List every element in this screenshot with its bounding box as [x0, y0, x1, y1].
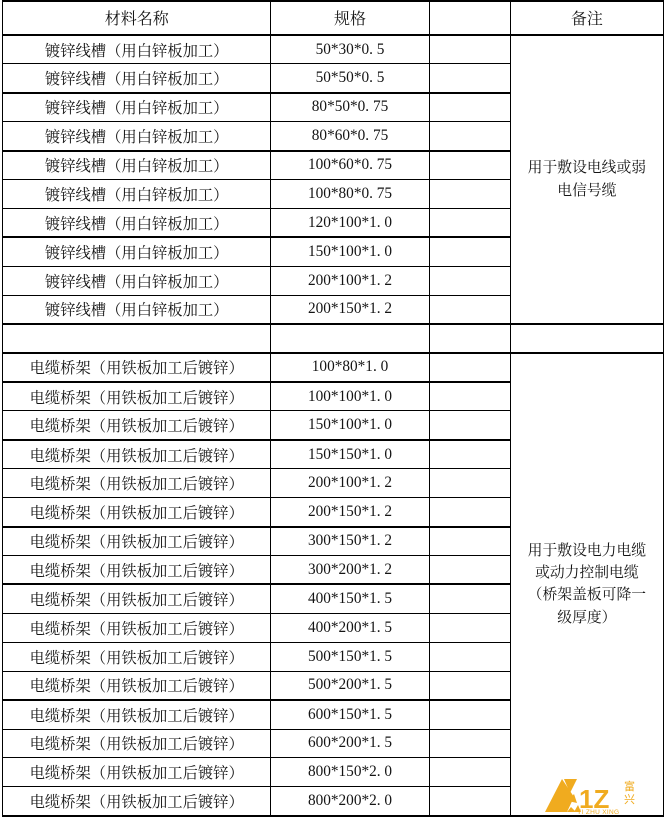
svg-text:兴: 兴: [624, 793, 635, 806]
svg-text:富: 富: [624, 779, 635, 793]
svg-text:YI ZHU XING: YI ZHU XING: [577, 809, 619, 815]
